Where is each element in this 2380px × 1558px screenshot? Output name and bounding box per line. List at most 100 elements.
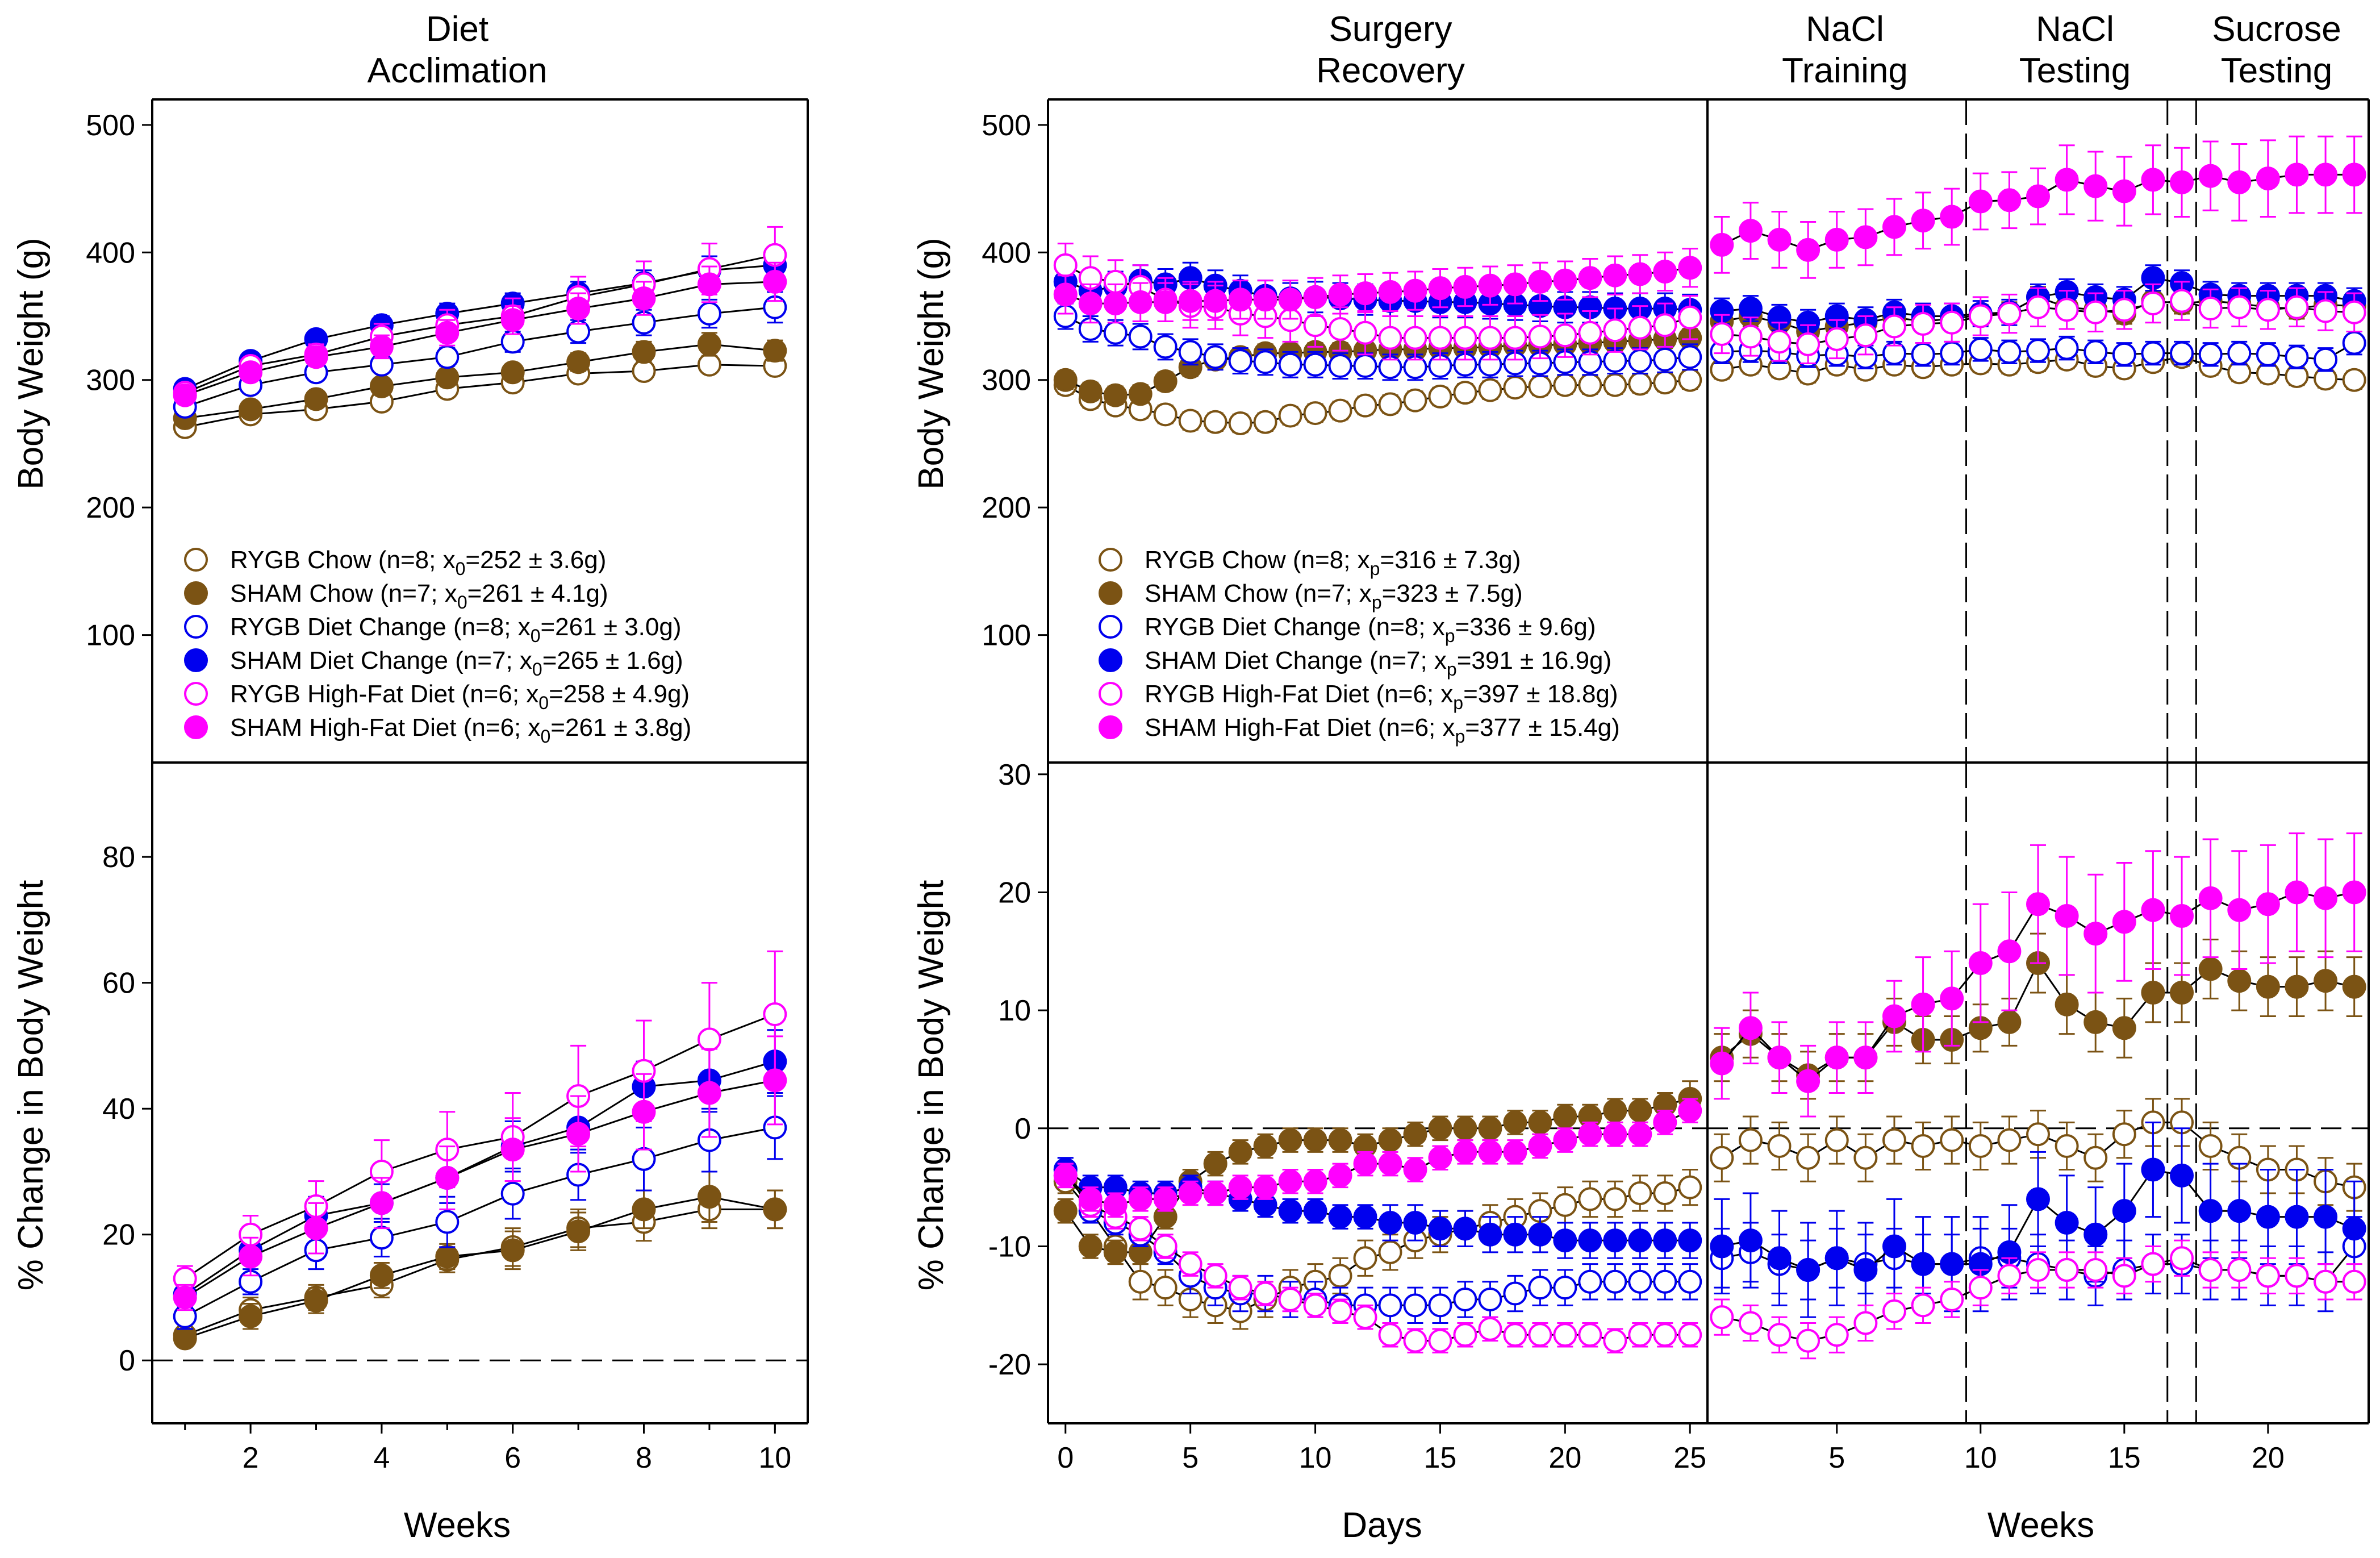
series-rygb_hfd: [1710, 281, 2366, 365]
phase-label-nacl-training-1: NaCl: [1806, 10, 1884, 49]
data-point-rygb_chow: [1278, 403, 1302, 428]
data-point-rygb_hfd: [1997, 302, 2022, 326]
data-point-sham_hfd: [2285, 880, 2309, 905]
x-tick-label: 10: [1299, 1442, 1332, 1474]
data-point-rygb_chow: [1940, 1128, 1964, 1152]
data-point-rygb_hfd: [2055, 298, 2079, 322]
data-point-rygb_chow: [1824, 1128, 1849, 1152]
data-point-sham_hfd: [1428, 276, 1452, 301]
data-point-rygb_hfd: [1578, 1323, 1602, 1347]
data-point-rygb_dc: [1653, 1269, 1677, 1294]
data-point-sham_hfd: [1303, 1169, 1327, 1194]
data-point-sham_hfd: [1824, 1045, 1849, 1070]
data-point-sham_hfd: [2026, 184, 2050, 209]
data-point-rygb_hfd: [1303, 1293, 1327, 1318]
data-point-sham_dc: [1628, 1228, 1652, 1253]
data-point-rygb_hfd: [1403, 326, 1427, 350]
panel-acclimation_pct_change: 0 20 40 60 80 2 4 6 8 10: [102, 763, 809, 1474]
data-point-sham_dc: [1428, 1217, 1452, 1241]
legend-marker-sham_dc: [1099, 648, 1122, 672]
data-point-rygb_hfd: [1653, 1323, 1677, 1347]
data-point-rygb_hfd: [1528, 1323, 1552, 1347]
data-point-rygb_chow: [1303, 401, 1327, 426]
data-point-rygb_dc: [1940, 341, 1964, 365]
data-point-sham_hfd: [369, 335, 394, 359]
data-point-sham_hfd: [697, 272, 721, 297]
data-point-rygb_chow: [1528, 374, 1552, 398]
y-tick-label: -10: [988, 1230, 1031, 1263]
data-point-rygb_dc: [1653, 347, 1677, 372]
data-point-sham_hfd: [1378, 1152, 1402, 1176]
y-tick-label: 100: [982, 619, 1031, 652]
data-point-rygb_dc: [1553, 1276, 1577, 1300]
data-point-rygb_hfd: [1628, 1323, 1652, 1347]
data-point-rygb_dc: [2198, 342, 2223, 366]
data-point-rygb_chow: [2083, 1145, 2108, 1170]
data-point-rygb_hfd: [1353, 320, 1377, 345]
data-point-rygb_dc: [1503, 1281, 1527, 1306]
data-point-rygb_hfd: [2198, 1258, 2223, 1282]
data-point-rygb_hfd: [1738, 324, 1763, 349]
legend-marker-rygb_chow: [1099, 548, 1122, 572]
data-point-rygb_chow: [1478, 378, 1502, 402]
data-point-rygb_chow: [1453, 381, 1477, 405]
data-point-sham_hfd: [2170, 903, 2194, 928]
data-point-sham_hfd: [1710, 232, 1734, 257]
data-point-rygb_hfd: [2342, 1269, 2366, 1294]
data-point-sham_hfd: [1528, 1134, 1552, 1158]
data-point-rygb_hfd: [1853, 323, 1878, 348]
data-point-rygb_hfd: [1824, 327, 1849, 351]
series-sham_chow: [173, 1170, 787, 1351]
data-point-sham_hfd: [1428, 1145, 1452, 1170]
data-point-sham_chow: [1428, 1116, 1452, 1140]
x-tick-label: 8: [636, 1442, 652, 1474]
data-point-sham_hfd: [173, 1285, 197, 1310]
data-point-rygb_hfd: [2227, 1258, 2252, 1282]
data-point-sham_hfd: [2198, 164, 2223, 188]
data-point-sham_chow: [1078, 1234, 1103, 1259]
data-point-sham_hfd: [1628, 1122, 1652, 1147]
legend-marker-sham_dc: [184, 648, 208, 672]
series-line-sham_chow: [185, 343, 775, 419]
data-point-sham_chow: [1603, 1098, 1627, 1123]
data-point-rygb_hfd: [1403, 1328, 1427, 1353]
data-point-sham_hfd: [1653, 259, 1677, 284]
phase-label-acclimation: Acclimation: [368, 51, 548, 90]
data-point-sham_hfd: [2285, 163, 2309, 187]
data-point-sham_chow: [435, 365, 460, 390]
data-point-rygb_hfd: [1738, 1311, 1763, 1335]
series-rygb_hfd: [1710, 1239, 2366, 1360]
data-point-sham_chow: [2170, 980, 2194, 1005]
data-point-sham_hfd: [1882, 215, 1906, 239]
data-point-rygb_hfd: [1853, 1311, 1878, 1335]
series-line-rygb_chow: [185, 364, 775, 428]
data-point-sham_dc: [1303, 1199, 1327, 1223]
data-point-rygb_hfd: [2170, 289, 2194, 313]
data-point-rygb_hfd: [1478, 326, 1502, 350]
data-point-rygb_chow: [1628, 372, 1652, 396]
data-point-rygb_chow: [2198, 1134, 2223, 1158]
data-point-sham_dc: [1767, 1246, 1792, 1270]
y-tick-label: 30: [998, 759, 1031, 792]
data-point-sham_hfd: [1968, 951, 1993, 976]
y-tick-label: 80: [102, 841, 135, 874]
x-tick-label: 5: [1182, 1442, 1199, 1474]
data-point-sham_hfd: [1253, 1175, 1277, 1199]
data-point-sham_chow: [500, 1238, 525, 1263]
data-point-rygb_hfd: [1940, 1287, 1964, 1311]
data-point-sham_hfd: [1553, 1128, 1577, 1152]
y-tick-label: 0: [119, 1344, 135, 1377]
data-point-sham_hfd: [1378, 280, 1402, 304]
data-point-sham_chow: [1253, 1134, 1277, 1158]
data-point-rygb_hfd: [1968, 1276, 1993, 1300]
data-point-sham_dc: [2055, 1210, 2079, 1235]
legend-label-sham_chow: SHAM Chow (n=7; x0=261 ± 4.1g): [230, 580, 608, 613]
data-point-rygb_hfd: [1578, 320, 1602, 345]
data-point-sham_hfd: [1578, 266, 1602, 290]
legend-label-rygb_hfd: RYGB High-Fat Diet (n=6; xp=397 ± 18.8g): [1145, 680, 1618, 713]
data-point-rygb_hfd: [1478, 1317, 1502, 1341]
data-point-sham_hfd: [2256, 166, 2280, 191]
x-tick-label: 10: [1964, 1442, 1997, 1474]
legend-label-sham_chow: SHAM Chow (n=7; xp=323 ± 7.5g): [1145, 580, 1523, 613]
data-point-rygb_hfd: [1228, 1276, 1252, 1300]
